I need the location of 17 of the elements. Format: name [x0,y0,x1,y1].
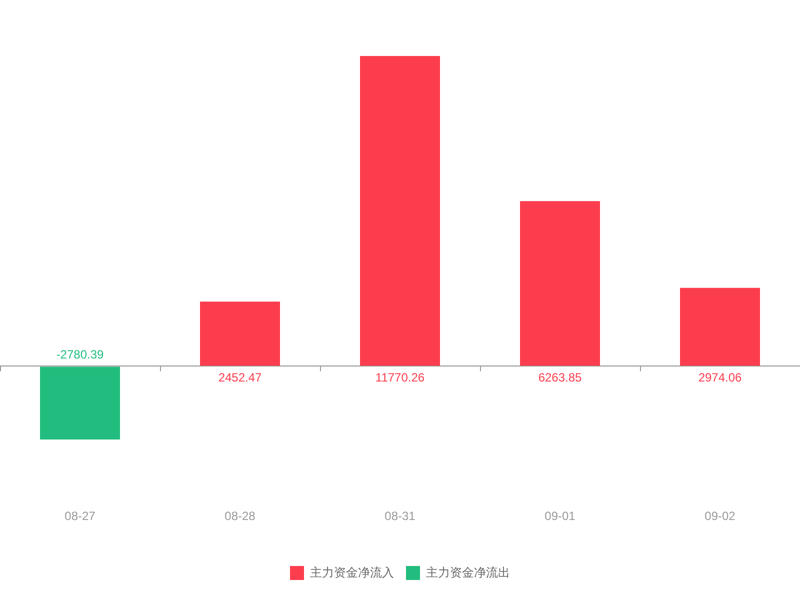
data-label: 2452.47 [218,370,262,385]
data-label: 6263.85 [538,370,582,385]
bar [680,288,760,366]
bar [200,302,280,366]
bar [360,56,440,366]
x-tick-label: 09-01 [544,509,576,524]
legend-label: 主力资金净流入 [310,565,394,580]
x-tick-label: 08-31 [384,509,416,524]
bar [520,201,600,366]
legend-label: 主力资金净流出 [426,565,510,580]
bar [40,366,120,440]
data-label: 11770.26 [375,370,425,385]
x-tick-label: 08-28 [224,509,256,524]
data-label: -2780.39 [56,348,104,362]
x-tick-label: 09-02 [704,509,736,524]
data-label: 2974.06 [698,370,742,385]
x-tick-label: 08-27 [64,509,96,524]
